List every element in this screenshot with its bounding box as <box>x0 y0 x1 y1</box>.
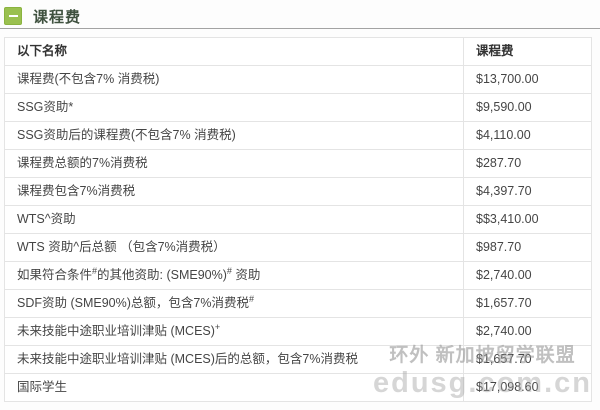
section-title: 课程费 <box>33 8 82 26</box>
fee-name-cell: 课程费包含7%消费税 <box>4 177 464 206</box>
table-row: SSG资助后的课程费(不包含7% 消费税) $4,110.00 <box>4 121 592 150</box>
fee-value-cell: $9,590.00 <box>463 93 592 122</box>
fee-value-cell: $13,700.00 <box>463 65 592 94</box>
table-row: 国际学生 $17,098.60 <box>4 373 592 402</box>
header-divider <box>0 28 600 29</box>
fee-name-cell: SSG资助* <box>4 93 464 122</box>
table-row: SSG资助* $9,590.00 <box>4 93 592 122</box>
fee-name-cell: 未来技能中途职业培训津贴 (MCES)后的总额，包含7%消费税 <box>4 345 464 374</box>
minus-icon <box>8 15 18 17</box>
fee-value-cell: $287.70 <box>463 149 592 178</box>
fee-value-cell: $987.70 <box>463 233 592 262</box>
column-header-name: 以下名称 <box>4 37 464 66</box>
section-header: 课程费 <box>0 0 600 28</box>
fee-name-cell: WTS 资助^后总额 （包含7%消费税） <box>4 233 464 262</box>
fee-name-cell: SSG资助后的课程费(不包含7% 消费税) <box>4 121 464 150</box>
fee-value-cell: $$3,410.00 <box>463 205 592 234</box>
collapse-toggle-button[interactable] <box>4 7 22 25</box>
fee-name-cell: 课程费(不包含7% 消费税) <box>4 65 464 94</box>
fee-value-cell: $17,098.60 <box>463 373 592 402</box>
fee-value-cell: $4,397.70 <box>463 177 592 206</box>
table-row: 如果符合条件#的其他资助: (SME90%)# 资助 $2,740.00 <box>4 261 592 290</box>
fee-name-cell: 课程费总额的7%消费税 <box>4 149 464 178</box>
table-row: 课程费总额的7%消费税 $287.70 <box>4 149 592 178</box>
table-header-row: 以下名称 课程费 <box>4 37 592 66</box>
table-row: 课程费(不包含7% 消费税) $13,700.00 <box>4 65 592 94</box>
fee-value-cell: $1,657.70 <box>463 289 592 318</box>
fee-name-cell: 未来技能中途职业培训津贴 (MCES)+ <box>4 317 464 346</box>
fee-table: 以下名称 课程费 课程费(不包含7% 消费税) $13,700.00 SSG资助* $… <box>4 37 592 402</box>
fee-value-cell: $2,740.00 <box>463 317 592 346</box>
fee-name-cell: WTS^资助 <box>4 205 464 234</box>
table-row: 课程费包含7%消费税 $4,397.70 <box>4 177 592 206</box>
table-row: WTS^资助 $$3,410.00 <box>4 205 592 234</box>
table-row: WTS 资助^后总额 （包含7%消费税） $987.70 <box>4 233 592 262</box>
fee-name-cell: 如果符合条件#的其他资助: (SME90%)# 资助 <box>4 261 464 290</box>
column-header-fee: 课程费 <box>463 37 592 66</box>
fee-value-cell: $1,657.70 <box>463 345 592 374</box>
fee-name-cell: SDF资助 (SME90%)总额，包含7%消费税# <box>4 289 464 318</box>
fee-value-cell: $2,740.00 <box>463 261 592 290</box>
table-row: 未来技能中途职业培训津贴 (MCES)后的总额，包含7%消费税 $1,657.70 <box>4 345 592 374</box>
fee-value-cell: $4,110.00 <box>463 121 592 150</box>
table-row: 未来技能中途职业培训津贴 (MCES)+ $2,740.00 <box>4 317 592 346</box>
table-row: SDF资助 (SME90%)总额，包含7%消费税# $1,657.70 <box>4 289 592 318</box>
fee-table-body: 课程费(不包含7% 消费税) $13,700.00 SSG资助* $9,590.00 S… <box>4 65 592 402</box>
fee-name-cell: 国际学生 <box>4 373 464 402</box>
